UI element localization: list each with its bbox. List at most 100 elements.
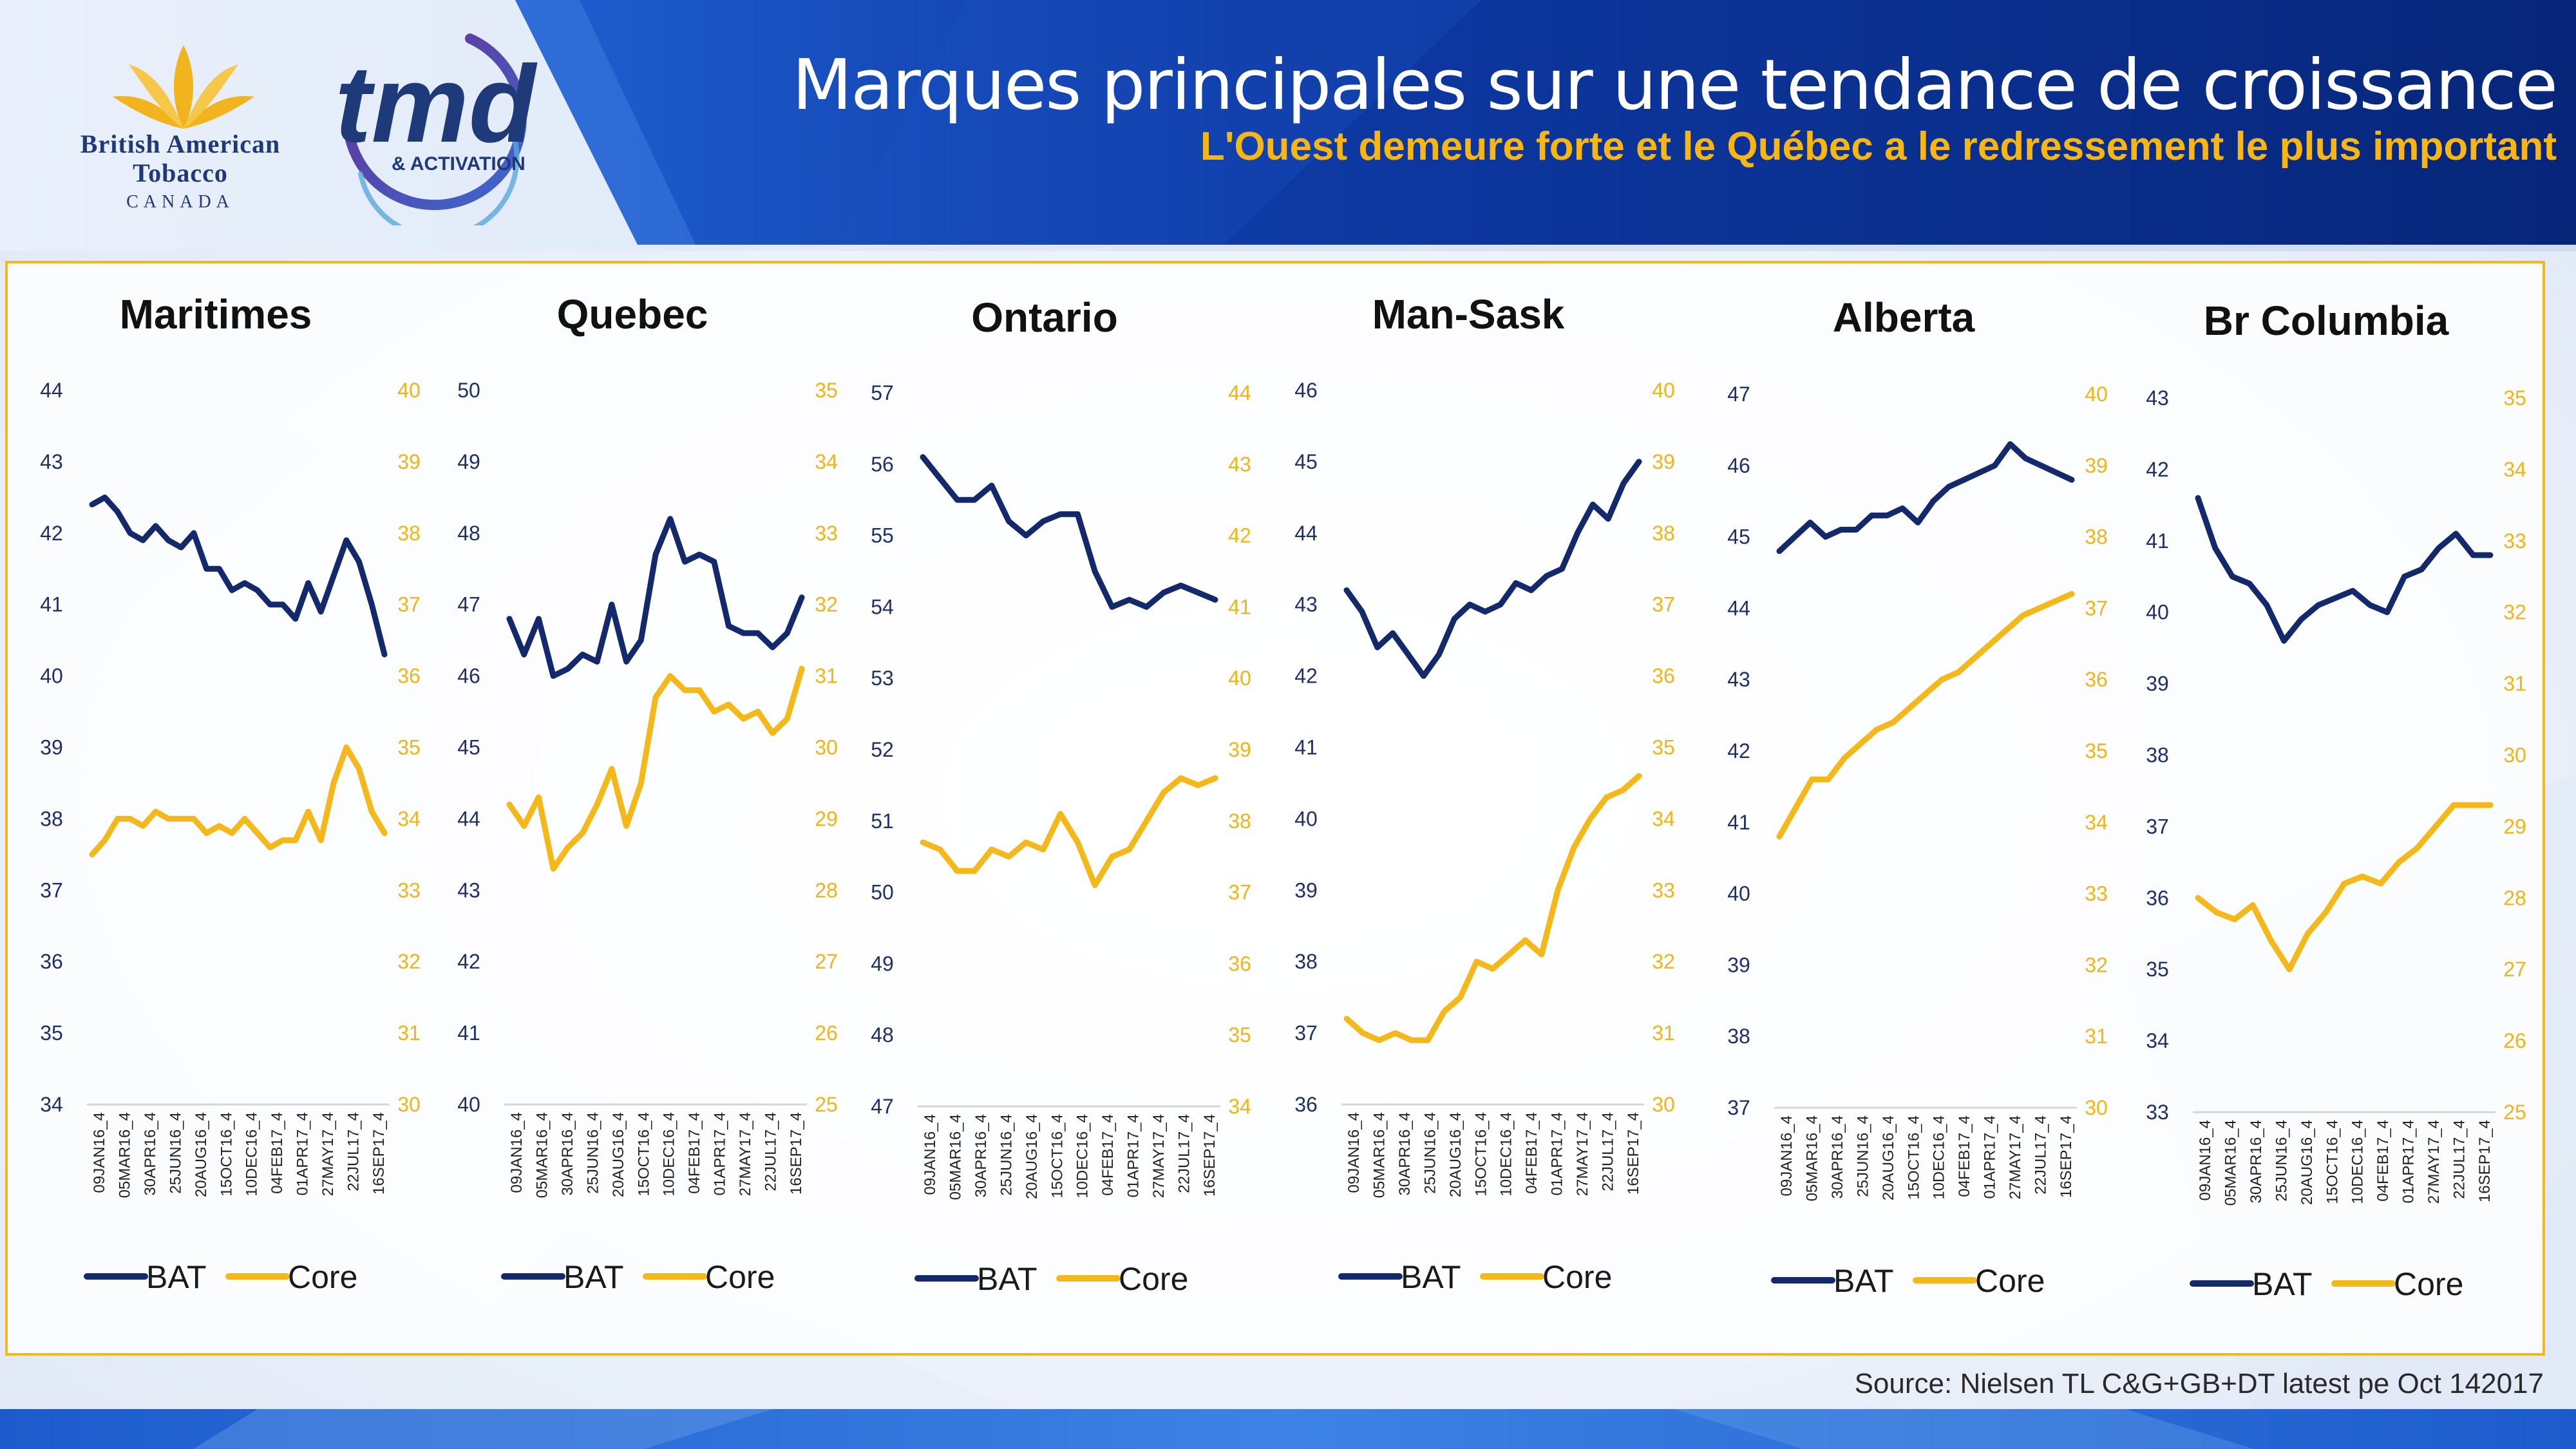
y-left-tick-label: 45: [457, 736, 480, 759]
y-left-tick-label: 46: [1727, 454, 1750, 477]
series-line-core: [1343, 773, 1642, 1043]
y-right-tick-label: 26: [2503, 1029, 2526, 1052]
y-right-tick-label: 38: [1228, 810, 1251, 833]
y-right-tick-label: 35: [1652, 736, 1675, 759]
x-tick-label: 25JUN16_4: [1854, 1115, 1871, 1197]
x-tick-label: 27MAY17_4: [2007, 1115, 2024, 1199]
y-right-tick-label: 35: [1228, 1023, 1251, 1046]
series-line-core: [2195, 802, 2494, 972]
y-right-tick-label: 30: [2085, 1096, 2108, 1119]
y-left-tick-label: 57: [871, 381, 894, 404]
chart-title: Maritimes: [120, 291, 312, 337]
y-left-tick-label: 48: [457, 522, 480, 545]
x-tick-label: 10DEC16_4: [1931, 1115, 1948, 1200]
y-left-tick-label: 41: [2146, 529, 2169, 553]
x-tick-label: 22JUL17_4: [762, 1112, 780, 1191]
y-right-tick-label: 35: [2085, 739, 2108, 762]
y-right-tick-label: 33: [2085, 882, 2108, 905]
tmd-logo-sub: & ACTIVATION: [392, 153, 526, 175]
y-right-tick-label: 37: [1652, 593, 1675, 616]
chart-title: Ontario: [971, 294, 1118, 341]
x-tick-label: 05MAR16_4: [1803, 1115, 1821, 1201]
bat-logo-line1: British American: [80, 129, 281, 158]
y-right-tick-label: 34: [1652, 807, 1675, 830]
x-tick-label: 09JAN16_4: [508, 1112, 526, 1193]
x-tick-label: 15OCT16_4: [1472, 1112, 1490, 1197]
y-left-tick-label: 54: [871, 595, 894, 618]
y-right-tick-label: 29: [815, 807, 838, 830]
x-tick-label: 30APR16_4: [142, 1112, 159, 1195]
y-right-tick-label: 37: [397, 593, 421, 616]
y-right-tick-label: 36: [1652, 665, 1675, 688]
x-tick-label: 01APR17_4: [2400, 1120, 2418, 1203]
y-right-tick-label: 33: [815, 522, 838, 545]
y-right-tick-label: 34: [815, 450, 838, 473]
y-right-tick-label: 32: [815, 593, 838, 616]
legend-label-bat: BAT: [146, 1259, 207, 1295]
y-left-tick-label: 38: [1294, 950, 1318, 973]
y-right-tick-label: 34: [2503, 458, 2526, 481]
y-left-tick-label: 53: [871, 667, 894, 690]
legend-label-core: Core: [705, 1259, 775, 1295]
x-tick-label: 09JAN16_4: [1778, 1115, 1795, 1196]
y-left-tick-label: 38: [2146, 744, 2169, 767]
x-tick-label: 15OCT16_4: [1048, 1114, 1066, 1198]
bat-logo-line2: Tobacco: [133, 158, 228, 187]
x-tick-label: 09JAN16_4: [2197, 1120, 2214, 1200]
x-tick-label: 05MAR16_4: [533, 1112, 551, 1198]
chart-panel-man-sask: Man-Sask 46 45 44 43 42 41 40 39 38 37 36 40 39 38 37 36…: [1294, 291, 1675, 1295]
x-tick-label: 15OCT16_4: [635, 1112, 652, 1197]
x-tick-label: 10DEC16_4: [661, 1112, 678, 1197]
y-right-tick-label: 31: [2503, 672, 2526, 696]
x-tick-label: 09JAN16_4: [1345, 1112, 1363, 1193]
x-tick-label: 25JUN16_4: [1421, 1112, 1439, 1194]
y-left-tick-label: 50: [871, 881, 894, 904]
x-tick-label: 30APR16_4: [972, 1114, 990, 1197]
x-tick-label: 15OCT16_4: [1905, 1115, 1922, 1200]
y-left-tick-label: 43: [2146, 386, 2169, 410]
y-right-tick-label: 30: [1652, 1093, 1675, 1116]
x-tick-label: 10DEC16_4: [2349, 1120, 2367, 1204]
chart-title: Man-Sask: [1372, 291, 1565, 337]
x-tick-label: 01APR17_4: [294, 1112, 312, 1195]
y-right-tick-label: 33: [1652, 878, 1675, 902]
y-left-tick-label: 51: [871, 810, 894, 833]
y-left-tick-label: 39: [40, 736, 63, 759]
y-left-tick-label: 41: [40, 593, 63, 616]
x-tick-label: 16SEP17_4: [2476, 1120, 2494, 1202]
y-left-tick-label: 36: [1294, 1093, 1318, 1116]
y-left-tick-label: 56: [871, 453, 894, 476]
y-right-tick-label: 37: [1228, 881, 1251, 904]
y-left-tick-label: 35: [2146, 958, 2169, 981]
x-tick-label: 10DEC16_4: [1074, 1114, 1092, 1198]
y-right-tick-label: 32: [2085, 953, 2108, 976]
y-right-tick-label: 28: [815, 878, 838, 902]
y-right-tick-label: 27: [815, 950, 838, 973]
y-right-tick-label: 40: [1228, 667, 1251, 690]
x-tick-label: 09JAN16_4: [91, 1112, 108, 1193]
y-right-tick-label: 44: [1228, 381, 1251, 404]
y-right-tick-label: 36: [397, 665, 421, 688]
x-tick-label: 01APR17_4: [712, 1112, 729, 1195]
legend-label-bat: BAT: [1401, 1259, 1461, 1295]
legend-label-bat: BAT: [977, 1261, 1037, 1297]
series-line-bat: [1776, 441, 2075, 554]
y-left-tick-label: 39: [2146, 672, 2169, 696]
x-tick-label: 05MAR16_4: [1370, 1112, 1388, 1198]
x-tick-label: 01APR17_4: [1982, 1115, 1999, 1198]
y-right-tick-label: 38: [1652, 522, 1675, 545]
y-left-tick-label: 45: [1294, 450, 1318, 473]
x-tick-label: 09JAN16_4: [922, 1114, 939, 1195]
y-left-tick-label: 34: [2146, 1029, 2169, 1052]
y-right-tick-label: 34: [2085, 811, 2108, 834]
x-tick-label: 05MAR16_4: [947, 1114, 964, 1200]
x-tick-label: 20AUG16_4: [193, 1112, 210, 1197]
y-right-tick-label: 38: [397, 522, 421, 545]
y-right-tick-label: 31: [2085, 1025, 2108, 1048]
x-tick-label: 22JUL17_4: [2032, 1115, 2050, 1195]
y-right-tick-label: 40: [397, 379, 421, 402]
page-subtitle: L'Ouest demeure forte et le Québec a le …: [1200, 124, 2557, 169]
y-left-tick-label: 42: [1727, 739, 1750, 762]
y-right-tick-label: 30: [397, 1093, 421, 1116]
